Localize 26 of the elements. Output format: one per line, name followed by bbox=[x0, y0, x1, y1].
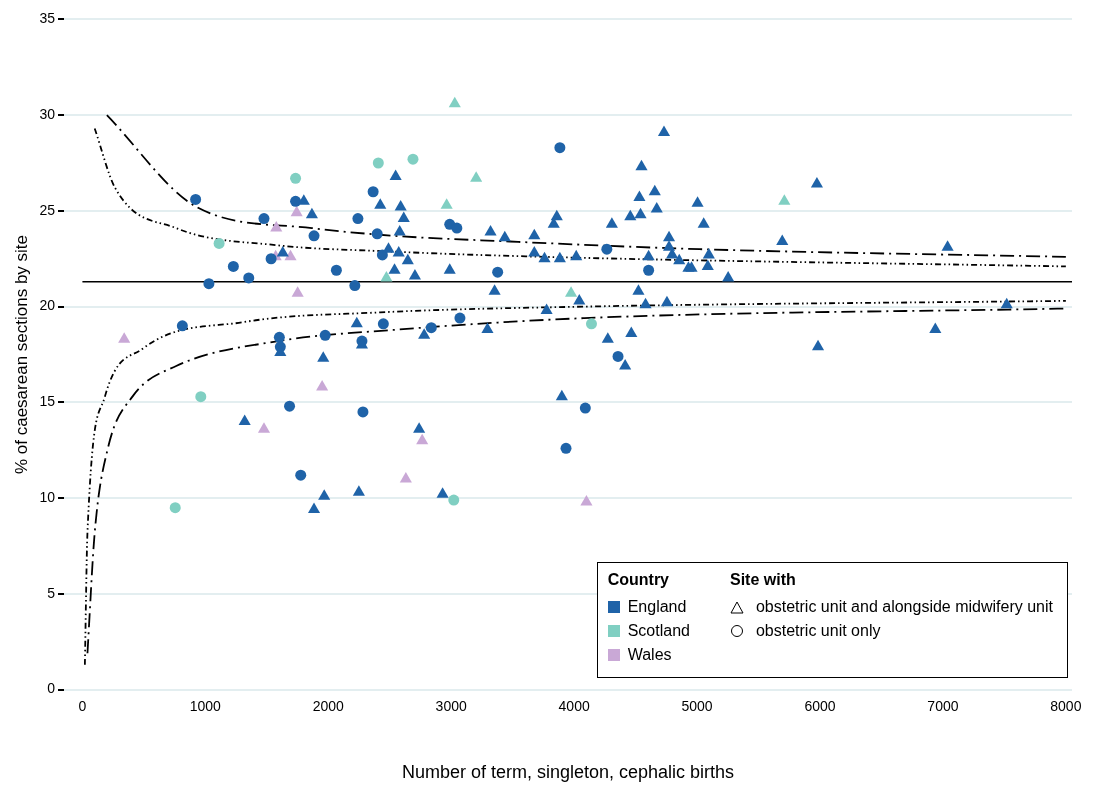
y-tick-label: 35 bbox=[39, 10, 56, 27]
x-tick-label: 5000 bbox=[681, 697, 713, 714]
y-tick-label: 15 bbox=[39, 393, 56, 410]
legend-label: Wales bbox=[627, 646, 672, 664]
x-axis-title: Number of term, singleton, cephalic births bbox=[401, 762, 735, 783]
x-tick-label: 3000 bbox=[435, 697, 467, 714]
x-tick-label: 7000 bbox=[927, 697, 959, 714]
x-tick-label: 8000 bbox=[1050, 697, 1082, 714]
x-tick-label: 6000 bbox=[804, 697, 836, 714]
x-tick-label: 1000 bbox=[189, 697, 222, 714]
legend-title: Country bbox=[607, 571, 670, 589]
y-tick-label: 25 bbox=[39, 201, 56, 218]
annotation: obstetric unit only bbox=[755, 622, 881, 640]
x-tick-label: 2000 bbox=[312, 697, 345, 714]
annotation: Site with bbox=[729, 571, 797, 589]
x-tick-label: 4000 bbox=[558, 697, 590, 714]
legend-label: Scotland bbox=[627, 622, 690, 640]
y-axis-title: % of caesarean sections by site bbox=[11, 234, 31, 475]
annotation: obstetric unit and alongside midwifery unit bbox=[755, 598, 1053, 616]
y-tick-label: 10 bbox=[39, 488, 56, 505]
x-tick-label: 0 bbox=[78, 697, 87, 714]
y-tick-label: 30 bbox=[39, 106, 56, 122]
y-tick-label: 5 bbox=[47, 584, 56, 601]
y-tick-label: 20 bbox=[39, 297, 56, 314]
y-tick-label: 0 bbox=[47, 680, 56, 697]
legend-label: England bbox=[627, 598, 687, 616]
